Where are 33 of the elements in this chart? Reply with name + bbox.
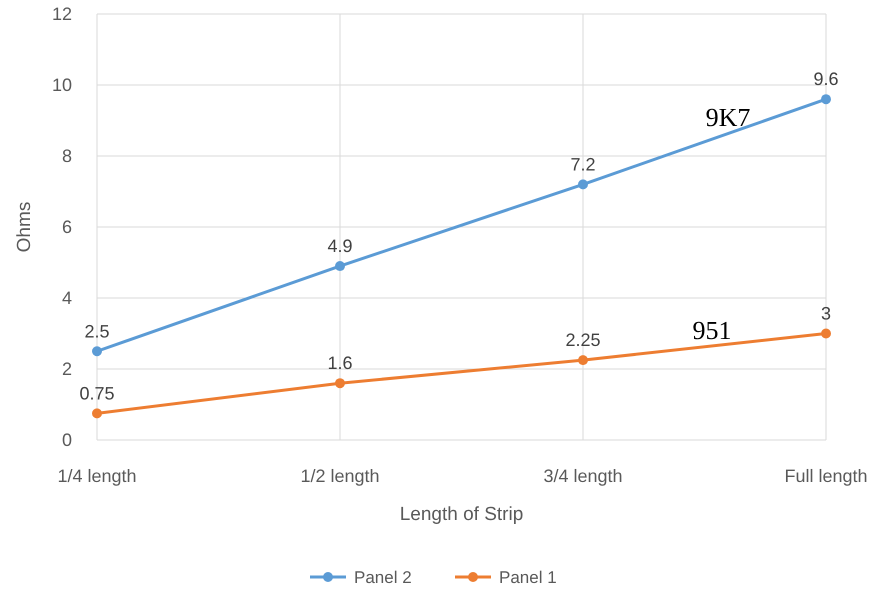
legend-label: Panel 1 [499, 568, 557, 587]
x-tick-label: Full length [784, 466, 868, 486]
x-tick-label: 1/4 length [57, 466, 137, 486]
x-tick-label: 3/4 length [543, 466, 623, 486]
data-label: 0.75 [79, 383, 115, 404]
data-label: 9.6 [813, 69, 839, 90]
annotation: 951 [692, 316, 732, 345]
data-label: 7.2 [570, 154, 596, 174]
y-axis-title: Ohms [14, 202, 35, 252]
data-label: 3 [820, 304, 832, 324]
y-tick-label: 0 [62, 430, 72, 450]
annotation: 9K7 [706, 103, 750, 132]
x-tick-label: 1/2 length [300, 466, 380, 486]
data-label: 1.6 [327, 353, 353, 374]
data-label: 2.25 [565, 330, 601, 350]
data-label: 2.5 [84, 321, 110, 342]
point [821, 328, 831, 338]
y-tick-label: 6 [62, 217, 72, 237]
point [578, 179, 588, 190]
y-tick-label: 2 [62, 359, 72, 379]
point [92, 408, 102, 418]
legend-label: Panel 2 [354, 568, 412, 587]
y-tick-label: 10 [52, 75, 72, 95]
y-tick-label: 12 [52, 4, 72, 24]
point [92, 346, 102, 356]
x-axis-title: Length of Strip [400, 504, 524, 525]
y-tick-label: 8 [62, 146, 72, 166]
point [821, 94, 831, 104]
point [335, 261, 345, 272]
y-tick-label: 4 [62, 288, 72, 308]
point [335, 378, 345, 388]
point [578, 355, 588, 366]
data-label: 4.9 [327, 236, 353, 256]
